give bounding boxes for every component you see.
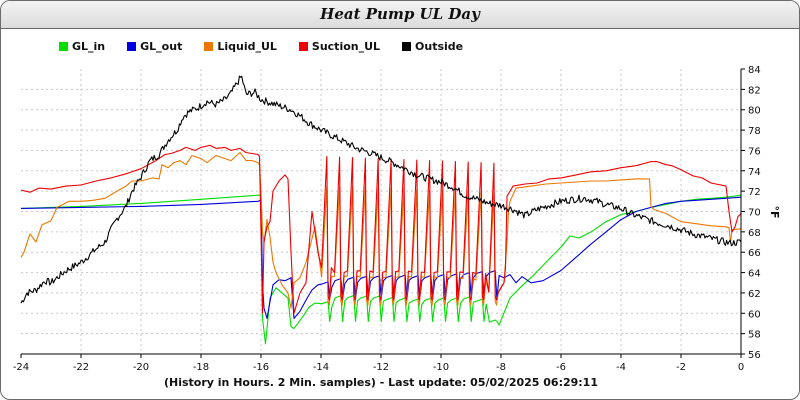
legend-item: GL_out [127,40,182,53]
y-tick-label: 56 [748,350,761,361]
legend-label: GL_in [72,39,106,53]
legend-label: Liquid_UL [217,39,277,53]
x-tick-label: -8 [496,362,506,373]
legend-swatch [59,41,68,51]
x-axis-ticks: -24 -22 -20 -18 -16 -14 -12 -10 -8 -6 -4 -2 0 [13,354,744,373]
legend-label: GL_out [140,39,183,53]
x-tick-label: -2 [676,362,686,373]
y-axis-label: °F [768,205,781,218]
chart-title: Heat Pump UL Day [1,1,799,29]
y-tick-label: 64 [748,269,761,280]
y-tick-label: 66 [748,248,761,259]
y-tick-label: 76 [748,146,761,157]
x-tick-label: -22 [73,362,89,373]
x-tick-label: -10 [433,362,449,373]
series-lines [20,75,742,345]
legend: GL_in GL_out Liquid_UL Suction_UL Outside [59,38,485,54]
x-tick-label: -16 [253,362,269,373]
y-tick-label: 58 [748,330,761,341]
x-tick-label: -18 [193,362,209,373]
legend-item: Liquid_UL [204,40,277,53]
x-tick-label: -14 [313,362,329,373]
y-tick-label: 60 [748,309,761,320]
y-tick-label: 84 [748,65,761,76]
legend-swatch [127,41,137,51]
chart-caption: (History in Hours. 2 Min. samples) - Las… [163,376,598,389]
legend-swatch [298,41,308,51]
y-tick-label: 62 [748,289,761,300]
y-axis-ticks: 56 58 60 62 64 66 68 70 72 74 76 78 80 82 84 [741,65,761,361]
legend-item: Suction_UL [298,39,381,53]
legend-item: Outside [402,40,463,53]
y-tick-label: 72 [748,187,761,198]
y-tick-label: 74 [748,167,761,178]
y-tick-label: 82 [748,85,761,96]
x-tick-label: -20 [133,362,149,373]
legend-label: Outside [415,39,464,53]
series-line-gl-in [20,194,742,345]
y-tick-label: 80 [748,106,761,117]
series-line-gl-out [20,196,742,319]
x-tick-label: -4 [616,362,626,373]
x-tick-label: -12 [373,362,389,373]
legend-swatch [204,41,214,51]
legend-swatch [402,41,412,51]
legend-label: Suction_UL [311,39,381,53]
series-line-suction-ul [20,144,742,314]
x-tick-label: 0 [738,362,744,373]
series-line-outside [20,75,742,304]
legend-item: GL_in [59,40,105,53]
y-tick-label: 68 [748,228,761,239]
y-tick-label: 78 [748,126,761,137]
x-tick-label: -6 [556,362,566,373]
y-tick-label: 70 [748,208,761,219]
x-tick-label: -24 [13,362,29,373]
